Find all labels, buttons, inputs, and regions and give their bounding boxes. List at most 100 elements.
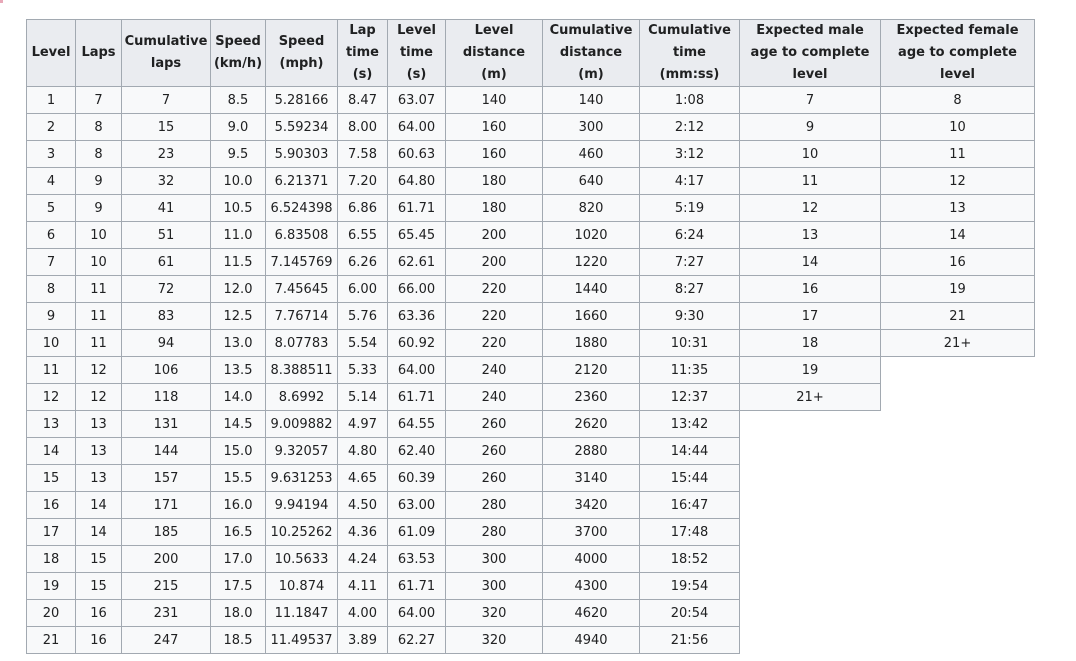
cell-cumulative-distance: 1880 (542, 329, 640, 357)
cell-speed-kmh: 13.5 (210, 356, 266, 384)
cell-laps: 10 (75, 221, 122, 249)
table-row: 15 13 157 15.5 9.631253 4.65 60.39 260 3140 15:44 (26, 464, 1035, 492)
cell-lap-time: 5.76 (337, 302, 388, 330)
cell-cumulative-time: 12:37 (639, 383, 740, 411)
table-row: 8 11 72 12.0 7.45645 6.00 66.00 220 1440 8:27 16 19 (26, 275, 1035, 303)
cell-level: 3 (26, 140, 76, 168)
table-row: 17 14 185 16.5 10.25262 4.36 61.09 280 3700 17:48 (26, 518, 1035, 546)
cell-cumulative-time: 20:54 (639, 599, 740, 627)
cell-level-distance: 240 (445, 356, 543, 384)
cell-level-distance: 200 (445, 221, 543, 249)
cell-cumulative-distance: 300 (542, 113, 640, 141)
cell-male-age: 9 (739, 113, 881, 141)
cell-speed-mph: 5.90303 (265, 140, 338, 168)
cell-speed-kmh: 13.0 (210, 329, 266, 357)
cell-cumulative-laps: 23 (121, 140, 211, 168)
column-header-cumulative-time: Cumulative time (mm:ss) (639, 19, 740, 87)
cell-speed-kmh: 8.5 (210, 86, 266, 114)
cell-speed-kmh: 11.5 (210, 248, 266, 276)
cell-level-time: 61.71 (387, 383, 446, 411)
cell-cumulative-laps: 51 (121, 221, 211, 249)
cell-lap-time: 3.89 (337, 626, 388, 654)
cell-laps: 13 (75, 464, 122, 492)
cell-lap-time: 6.86 (337, 194, 388, 222)
cell-level-distance: 200 (445, 248, 543, 276)
cell-level-distance: 320 (445, 599, 543, 627)
cell-cumulative-distance: 460 (542, 140, 640, 168)
cell-cumulative-time: 15:44 (639, 464, 740, 492)
column-header-speed-kmh: Speed (km/h) (210, 19, 266, 87)
table-row: 13 13 131 14.5 9.009882 4.97 64.55 260 2620 13:42 (26, 410, 1035, 438)
cell-cumulative-distance: 140 (542, 86, 640, 114)
cell-cumulative-laps: 83 (121, 302, 211, 330)
cell-cumulative-laps: 61 (121, 248, 211, 276)
cell-laps: 13 (75, 410, 122, 438)
cell-level: 14 (26, 437, 76, 465)
cell-speed-kmh: 12.0 (210, 275, 266, 303)
cell-laps: 15 (75, 545, 122, 573)
cell-cumulative-laps: 144 (121, 437, 211, 465)
cell-level: 2 (26, 113, 76, 141)
cell-speed-kmh: 15.5 (210, 464, 266, 492)
cell-cumulative-distance: 4000 (542, 545, 640, 573)
table-row: 3 8 23 9.5 5.90303 7.58 60.63 160 460 3:12 10 11 (26, 140, 1035, 168)
cell-cumulative-time: 11:35 (639, 356, 740, 384)
table-row: 10 11 94 13.0 8.07783 5.54 60.92 220 1880 10:31 18… (26, 329, 1035, 357)
empty-cell (881, 492, 1035, 519)
cell-cumulative-time: 13:42 (639, 410, 740, 438)
cell-cumulative-time: 9:30 (639, 302, 740, 330)
cell-speed-mph: 10.5633 (265, 545, 338, 573)
cell-cumulative-distance: 640 (542, 167, 640, 195)
cell-male-age: 17 (739, 302, 881, 330)
cell-cumulative-time: 4:17 (639, 167, 740, 195)
cell-cumulative-distance: 4300 (542, 572, 640, 600)
column-header-level: Level (26, 19, 76, 87)
cell-speed-mph: 8.388511 (265, 356, 338, 384)
cell-cumulative-distance: 2620 (542, 410, 640, 438)
cell-level-distance: 140 (445, 86, 543, 114)
cell-laps: 13 (75, 437, 122, 465)
cell-male-age: 10 (739, 140, 881, 168)
cell-cumulative-distance: 2360 (542, 383, 640, 411)
cell-male-age: 19 (739, 356, 881, 384)
cell-cumulative-time: 16:47 (639, 491, 740, 519)
cell-speed-mph: 9.009882 (265, 410, 338, 438)
cell-cumulative-laps: 200 (121, 545, 211, 573)
cell-level-distance: 260 (445, 437, 543, 465)
cell-speed-kmh: 10.5 (210, 194, 266, 222)
cell-lap-time: 5.54 (337, 329, 388, 357)
cell-cumulative-time: 18:52 (639, 545, 740, 573)
cell-level: 20 (26, 599, 76, 627)
cell-level-time: 60.63 (387, 140, 446, 168)
cell-level: 11 (26, 356, 76, 384)
cell-level-time: 63.07 (387, 86, 446, 114)
cell-laps: 16 (75, 599, 122, 627)
cell-speed-kmh: 14.0 (210, 383, 266, 411)
cell-speed-kmh: 15.0 (210, 437, 266, 465)
cell-lap-time: 4.00 (337, 599, 388, 627)
cell-laps: 8 (75, 113, 122, 141)
cell-level-time: 64.80 (387, 167, 446, 195)
cell-cumulative-time: 7:27 (639, 248, 740, 276)
cell-lap-time: 8.47 (337, 86, 388, 114)
table-row: 16 14 171 16.0 9.94194 4.50 63.00 280 3420 16:47 (26, 491, 1035, 519)
cell-level-distance: 180 (445, 167, 543, 195)
empty-cell (740, 492, 881, 519)
cell-cumulative-distance: 4940 (542, 626, 640, 654)
table-row: 2 8 15 9.0 5.59234 8.00 64.00 160 300 2:12 9 10 (26, 113, 1035, 141)
empty-cell (881, 411, 1035, 438)
cell-male-age: 18 (739, 329, 881, 357)
cell-cumulative-laps: 106 (121, 356, 211, 384)
cell-level: 6 (26, 221, 76, 249)
cell-laps: 11 (75, 302, 122, 330)
cell-level-distance: 240 (445, 383, 543, 411)
cell-level: 7 (26, 248, 76, 276)
cell-lap-time: 6.26 (337, 248, 388, 276)
cell-level-time: 63.36 (387, 302, 446, 330)
table-row: 18 15 200 17.0 10.5633 4.24 63.53 300 4000 18:52 (26, 545, 1035, 573)
cell-cumulative-distance: 3700 (542, 518, 640, 546)
cell-level-time: 61.09 (387, 518, 446, 546)
cell-cumulative-time: 8:27 (639, 275, 740, 303)
cell-level-time: 61.71 (387, 572, 446, 600)
table-row: 21 16 247 18.5 11.49537 3.89 62.27 320 4940 21:56 (26, 626, 1035, 654)
